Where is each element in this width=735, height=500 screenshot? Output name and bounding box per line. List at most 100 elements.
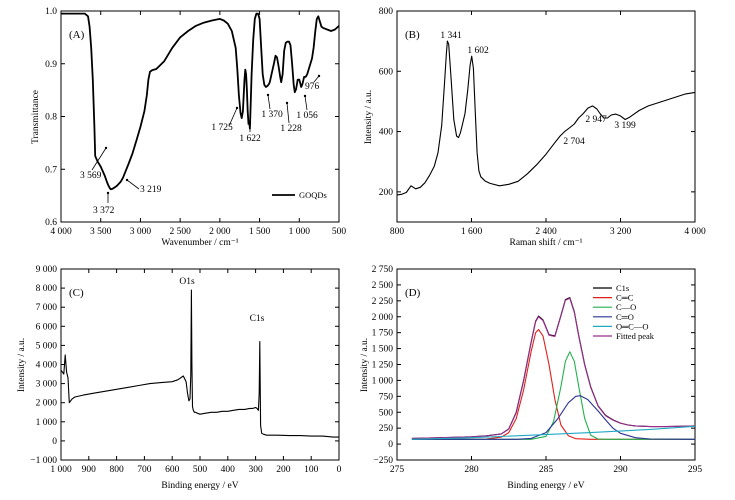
panel-b-ytick-label: 600 xyxy=(379,67,394,77)
panel-d-legend-label: C1s xyxy=(616,283,629,293)
panel-b-raman-chart: Raman shift / cm⁻¹ Intensity / a.u. 800 1… xyxy=(364,7,706,248)
panel-d-ytick-label: −250 xyxy=(373,456,393,466)
panel-b-ytick-label: 200 xyxy=(379,188,394,198)
panel-a-ytick-label: 0.8 xyxy=(45,113,57,123)
panel-a-ytick-label: 0.9 xyxy=(45,60,57,70)
panel-d-ytick-label: 2 500 xyxy=(372,281,394,291)
panel-c-label: (C) xyxy=(69,287,84,299)
panel-a-ytick-label: 0.7 xyxy=(45,165,57,175)
panel-b-xtick-label: 2 400 xyxy=(535,227,557,237)
panel-d-xtick-label: 285 xyxy=(539,465,554,475)
panel-a-annotation-1622: 1 622 xyxy=(239,134,261,144)
panel-b-xtick-label: 800 xyxy=(390,227,405,237)
panel-b-xtick-label: 4 000 xyxy=(684,227,706,237)
panel-a-annotation-arrow xyxy=(286,102,290,124)
panel-b-ytick-label: 800 xyxy=(379,7,394,17)
panel-c-annotation-undefined: C1s xyxy=(250,314,265,324)
panel-a-annotation-3219: 3 219 xyxy=(140,185,162,195)
panel-a-xtick-label: 3 000 xyxy=(130,227,152,237)
panel-a-xtick-label: 1 000 xyxy=(289,227,311,237)
panel-c-ytick-label: −1 000 xyxy=(30,456,57,466)
panel-d-label: (D) xyxy=(405,287,421,299)
panel-d-ytick-label: 1 500 xyxy=(372,345,394,355)
panel-a-annotation-arrowhead xyxy=(104,146,108,150)
panel-a-annotation-1725: 1 725 xyxy=(211,123,233,133)
panel-b-xtick-label: 1 600 xyxy=(461,227,483,237)
panel-d-series-c-c-line xyxy=(411,328,695,440)
panel-c-annotation-undefined: O1s xyxy=(179,277,195,287)
panel-a-annotation-3372: 3 372 xyxy=(93,206,115,216)
panel-c-frame xyxy=(60,268,340,461)
panel-a-xtick-label: 1 500 xyxy=(249,227,271,237)
panel-c-xtick-label: 700 xyxy=(137,465,152,475)
panel-d-xtick-label: 295 xyxy=(688,465,703,475)
panel-d-ytick-label: 1 250 xyxy=(372,361,394,371)
panel-b-ytick-label: 400 xyxy=(379,128,394,138)
panel-c-xtick-label: 900 xyxy=(82,465,97,475)
panel-a-annotation-arrowhead xyxy=(266,93,270,97)
panel-b-series-spectrum-line xyxy=(396,40,696,196)
panel-d-ytick-label: 1 000 xyxy=(372,376,394,386)
panel-c-xlabel: Binding energy / eV xyxy=(161,481,238,491)
panel-c-ytick-label: 8 000 xyxy=(36,284,58,294)
panel-d-legend-label: C═C xyxy=(616,293,634,303)
panel-c-ytick-label: 7 000 xyxy=(36,303,58,313)
panel-c-ytick-label: 1 000 xyxy=(36,418,58,428)
panel-a-annotation-1056: 1 056 xyxy=(296,111,318,121)
panel-b-annotation-undefined: 3 199 xyxy=(614,121,636,131)
panel-c-series-spectrum-line xyxy=(60,289,339,438)
panel-a-xlabel: Wavenumber / cm⁻¹ xyxy=(161,238,238,248)
panel-d-legend-label: Fitted peak xyxy=(616,331,655,341)
panel-c-xtick-label: 600 xyxy=(165,465,180,475)
panel-a-annotation-1228: 1 228 xyxy=(280,124,302,134)
panel-a-ftir-chart: Wavenumber / cm⁻¹ Transmittance 4 000 3 5… xyxy=(31,7,346,248)
panel-b-annotation-undefined: 1 341 xyxy=(440,31,462,41)
panel-c-xtick-label: 0 xyxy=(337,465,342,475)
panel-a-series-goqds-line xyxy=(61,12,340,191)
panel-a-annotation-arrow xyxy=(313,75,320,83)
panel-b-frame xyxy=(396,10,696,223)
panel-c-ytick-label: 2 000 xyxy=(36,399,58,409)
panel-a-ytick-label: 1.0 xyxy=(45,7,57,17)
panel-b-annotation-undefined: 2 947 xyxy=(585,115,607,125)
panel-a-annotation-arrow xyxy=(267,94,271,110)
panel-d-frame xyxy=(396,268,696,461)
panel-a-annotation-arrow xyxy=(126,179,140,190)
panel-a-annotation-976: 976 xyxy=(305,82,320,92)
panel-d-ytick-label: 2 250 xyxy=(372,297,394,307)
panel-a-annotation-arrowhead xyxy=(317,74,321,78)
panel-a-annotation-arrowhead xyxy=(285,101,289,105)
panel-a-xtick-label: 2 500 xyxy=(169,227,191,237)
panel-d-xps-c1s-chart: Binding energy / eV Intensity / a.u. 275… xyxy=(360,265,702,491)
panel-a-xtick-label: 500 xyxy=(332,227,347,237)
panel-c-ytick-label: 9 000 xyxy=(36,265,58,275)
panel-d-series-c1s-line xyxy=(411,297,696,439)
panel-d-xtick-label: 275 xyxy=(390,465,405,475)
panel-a-annotation-arrowhead xyxy=(106,191,110,195)
panel-a-annotation-arrowhead xyxy=(235,106,239,110)
panel-c-ytick-label: 5 000 xyxy=(36,341,58,351)
panel-d-series-c-o-line xyxy=(411,395,696,440)
panel-a-xtick-label: 3 500 xyxy=(90,227,112,237)
panel-c-xtick-label: 500 xyxy=(193,465,208,475)
panel-d-ytick-label: 0 xyxy=(388,440,393,450)
panel-a-xtick-label: 2 000 xyxy=(209,227,231,237)
panel-b-annotation-undefined: 1 602 xyxy=(467,46,489,56)
panel-c-ytick-label: 4 000 xyxy=(36,361,58,371)
panel-a-annotation-arrowhead xyxy=(248,121,252,125)
panel-d-legend-label: C—O xyxy=(616,302,636,312)
panel-a-annotation-arrow xyxy=(304,95,308,111)
panel-a-xtick-label: 4 000 xyxy=(50,227,72,237)
panel-b-ylabel: Intensity / a.u. xyxy=(364,90,374,144)
panel-c-ytick-label: 6 000 xyxy=(36,322,58,332)
panel-a-ytick-label: 0.6 xyxy=(45,218,57,228)
panel-d-ytick-label: 2 000 xyxy=(372,313,394,323)
panel-d-xtick-label: 280 xyxy=(464,465,479,475)
panel-a-annotation-arrow xyxy=(228,107,238,127)
panel-b-annotation-undefined: 2 704 xyxy=(563,137,585,147)
panel-c-ytick-label: 0 xyxy=(52,437,57,447)
panel-c-xps-survey-chart: Binding energy / eV Intensity / a.u. 1 0… xyxy=(17,265,342,491)
panel-d-ytick-label: 250 xyxy=(379,424,394,434)
panel-d-ylabel: Intensity / a.u. xyxy=(360,338,370,392)
